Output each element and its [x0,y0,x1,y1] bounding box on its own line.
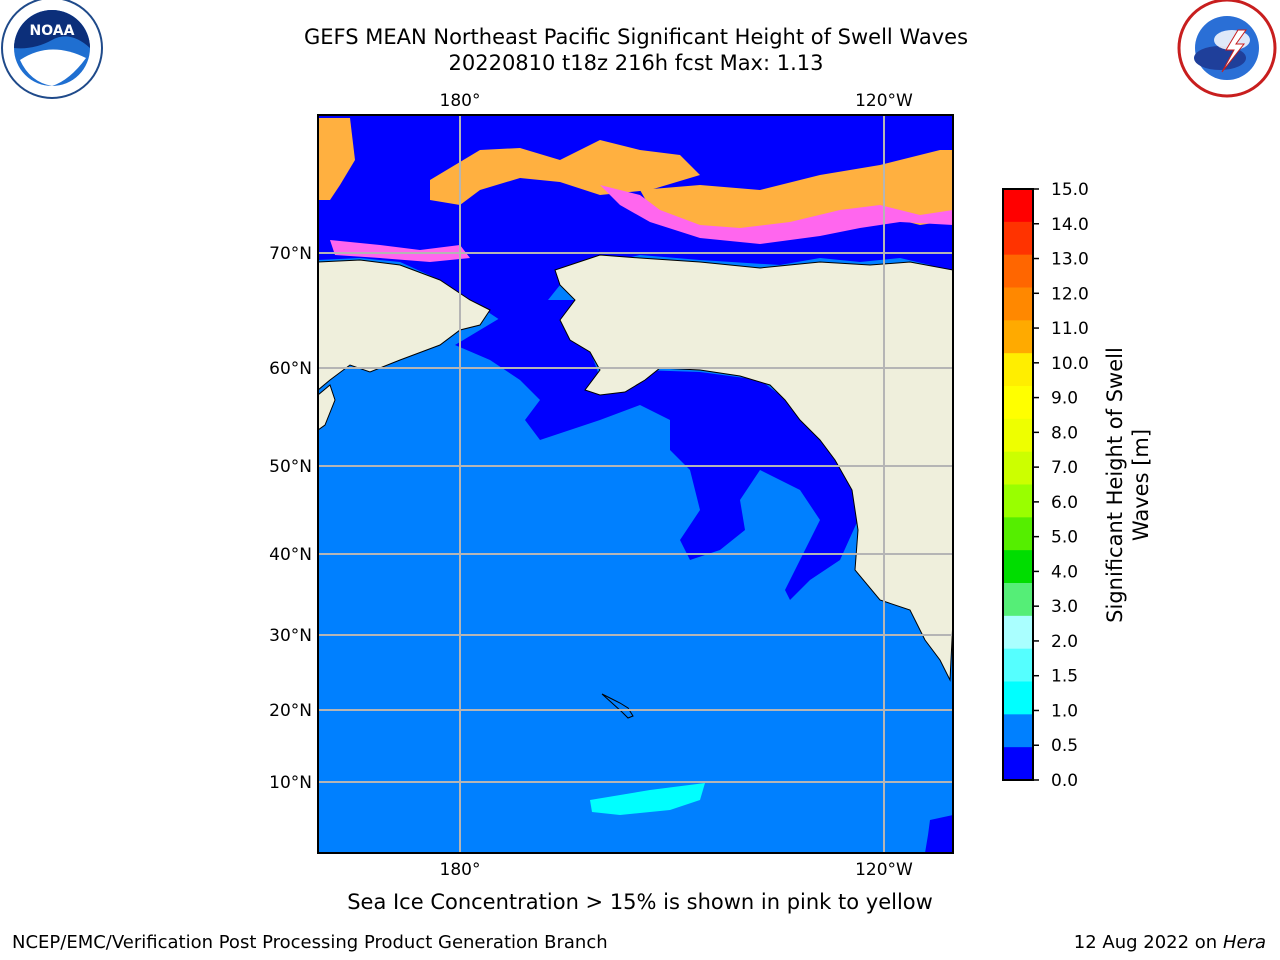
colorbar-swatch [1003,681,1033,715]
colorbar-tick-label: 0.5 [1051,736,1078,756]
colorbar-swatch [1003,648,1033,682]
colorbar-tick-label: 8.0 [1051,423,1078,443]
cyan-swell-patch [590,783,705,815]
sea-ice-caption: Sea Ice Concentration > 15% is shown in … [347,890,933,914]
colorbar-tick-label: 1.0 [1051,701,1078,721]
colorbar-swatch [1003,550,1033,584]
colorbar-swatch [1003,254,1033,288]
nws-logo [1177,0,1277,98]
colorbar-tick-label: 1.5 [1051,667,1078,687]
colorbar-tick-label: 10.0 [1051,354,1089,374]
colorbar-tick-label: 11.0 [1051,319,1089,339]
colorbar-swatch [1003,517,1033,551]
colorbar-swatch [1003,484,1033,518]
colorbar-tick-label: 2.0 [1051,632,1078,652]
map-frame [317,114,954,854]
footer-host: Hera [1222,932,1266,953]
colorbar-tick-label: 0.0 [1051,771,1078,791]
sea-ice-edge [600,185,953,244]
colorbar-tick-label: 6.0 [1051,493,1078,513]
colorbar-swatch [1003,747,1033,781]
north-america-land [554,254,954,682]
bottom-lon-label-180: 180° [440,860,481,880]
sea-ice-4 [330,240,470,262]
sea-ice-2 [430,140,700,205]
colorbar-frame [1002,188,1034,781]
hawaii-islands [601,693,634,719]
gulf-of-alaska-low-swell [455,300,858,600]
footer-date-text: 12 Aug 2022 on [1073,932,1218,953]
colorbar-swatch [1003,189,1033,223]
map-plot [317,114,954,854]
graticule [318,115,953,853]
lat-label-70n: 70°N [269,244,312,264]
colorbar-swatch [1003,451,1033,485]
colorbar-tick-label: 4.0 [1051,562,1078,582]
sea-ice-1 [318,118,355,200]
lat-label-50n: 50°N [269,457,312,477]
top-lon-label-120w: 120°W [855,91,913,111]
chart-title: GEFS MEAN Northeast Pacific Significant … [303,25,969,49]
footer-branch: NCEP/EMC/Verification Post Processing Pr… [12,932,608,953]
colorbar: 15.0 14.0 13.0 12.0 11.0 10.0 9.0 8.0 7.0 6.0 5.0 4… [1002,180,1089,791]
colorbar-tick-label: 5.0 [1051,528,1078,548]
top-lon-label-180: 180° [440,91,481,111]
footer-date: 12 Aug 2022 on Hera [1074,932,1266,953]
colorbar-swatch [1003,320,1033,354]
colorbar-tick-label: 7.0 [1051,458,1078,478]
colorbar-swatch [1003,615,1033,650]
lat-label-20n: 20°N [269,701,312,721]
colorbar-swatch [1003,714,1033,748]
colorbar-swatch [1003,287,1033,321]
lat-label-60n: 60°N [269,359,312,379]
colorbar-swatch [1003,583,1033,617]
sea-ice-3 [640,150,953,242]
colorbar-tick-label: 12.0 [1051,284,1089,304]
chart-title-block: GEFS MEAN Northeast Pacific Significant … [0,24,1272,76]
noaa-logo-text: NOAA [30,23,75,39]
colorbar-tick-label: 9.0 [1051,389,1078,409]
noaa-logo: NOAA [1,0,103,99]
colorbar-swatch [1003,386,1033,420]
lat-label-10n: 10°N [269,773,312,793]
colorbar-tick-label: 15.0 [1051,180,1089,200]
colorbar-swatch [1003,418,1033,453]
colorbar-tick-label: 3.0 [1051,597,1078,617]
colorbar-swatch [1003,353,1033,387]
lat-label-30n: 30°N [269,626,312,646]
bottom-lon-label-120w: 120°W [855,860,913,880]
low-swell-southeast [925,815,953,853]
colorbar-tick-label: 14.0 [1051,215,1089,235]
lat-label-40n: 40°N [269,545,312,565]
colorbar-tick-label: 13.0 [1051,250,1089,270]
chart-subtitle: 20220810 t18z 216h fcst Max: 1.13 [448,51,824,75]
colorbar-swatch [1003,221,1033,256]
colorbar-title: Significant Height of Swell Waves [m] [1103,347,1153,623]
